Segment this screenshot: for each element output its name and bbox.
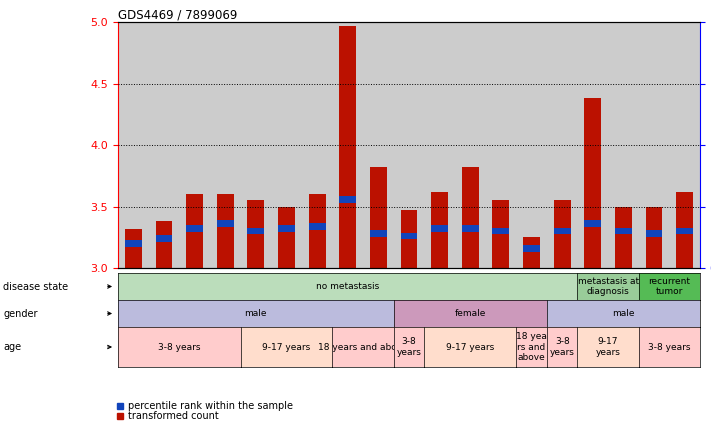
Bar — [646, 206, 663, 268]
Bar — [608, 22, 638, 268]
Text: 9-17
years: 9-17 years — [596, 337, 621, 357]
Bar — [676, 192, 693, 268]
Bar — [186, 225, 203, 232]
Bar — [156, 221, 172, 268]
Bar — [394, 22, 424, 268]
Bar — [118, 22, 149, 268]
Bar — [638, 22, 669, 268]
Bar — [156, 235, 172, 242]
Bar — [278, 225, 295, 232]
Bar — [516, 22, 547, 268]
Bar — [217, 194, 234, 268]
Bar — [547, 22, 577, 268]
Bar — [400, 210, 417, 268]
Text: male: male — [245, 309, 267, 318]
Text: age: age — [3, 342, 21, 352]
Text: no metastasis: no metastasis — [316, 282, 380, 291]
Bar — [149, 22, 179, 268]
Bar — [431, 225, 448, 232]
Text: male: male — [612, 309, 635, 318]
Bar — [217, 220, 234, 227]
Bar — [309, 194, 326, 268]
Bar — [431, 192, 448, 268]
Bar — [554, 201, 571, 268]
Text: recurrent
tumor: recurrent tumor — [648, 277, 690, 296]
Bar — [462, 225, 479, 232]
Bar — [333, 22, 363, 268]
Bar — [455, 22, 486, 268]
Bar — [278, 206, 295, 268]
Bar — [247, 228, 264, 234]
Text: 9-17 years: 9-17 years — [446, 343, 494, 352]
Text: 3-8 years: 3-8 years — [648, 343, 690, 352]
Text: 18 yea
rs and
above: 18 yea rs and above — [516, 332, 547, 362]
Text: percentile rank within the sample: percentile rank within the sample — [128, 401, 293, 411]
Bar — [363, 22, 394, 268]
Bar — [615, 206, 632, 268]
Bar — [493, 201, 509, 268]
Bar — [370, 230, 387, 237]
Text: disease state: disease state — [3, 281, 68, 291]
Bar — [615, 228, 632, 234]
Bar — [247, 201, 264, 268]
Bar — [486, 22, 516, 268]
Bar — [271, 22, 301, 268]
Bar — [462, 167, 479, 268]
Bar — [186, 194, 203, 268]
Bar — [577, 22, 608, 268]
Bar — [584, 98, 602, 268]
Bar — [301, 22, 333, 268]
Bar — [125, 229, 141, 268]
Bar — [210, 22, 240, 268]
Bar — [400, 233, 417, 239]
Text: 9-17 years: 9-17 years — [262, 343, 311, 352]
Bar — [125, 240, 141, 247]
Bar — [424, 22, 455, 268]
Bar — [523, 245, 540, 252]
Bar — [493, 228, 509, 234]
Text: female: female — [454, 309, 486, 318]
Text: 18 years and above: 18 years and above — [319, 343, 408, 352]
Text: GDS4469 / 7899069: GDS4469 / 7899069 — [118, 8, 237, 21]
Text: transformed count: transformed count — [128, 411, 219, 421]
Bar — [523, 237, 540, 268]
Bar — [669, 22, 700, 268]
Text: metastasis at
diagnosis: metastasis at diagnosis — [577, 277, 638, 296]
Bar — [584, 220, 602, 227]
Text: 3-8
years: 3-8 years — [550, 337, 574, 357]
Bar — [554, 228, 571, 234]
Text: 3-8 years: 3-8 years — [158, 343, 201, 352]
Bar — [339, 196, 356, 203]
Bar — [339, 26, 356, 268]
Bar — [676, 228, 693, 234]
Bar — [240, 22, 271, 268]
Bar — [646, 230, 663, 237]
Text: gender: gender — [3, 308, 38, 319]
Bar — [370, 167, 387, 268]
Bar — [309, 223, 326, 230]
Text: 3-8
years: 3-8 years — [397, 337, 422, 357]
Bar — [179, 22, 210, 268]
